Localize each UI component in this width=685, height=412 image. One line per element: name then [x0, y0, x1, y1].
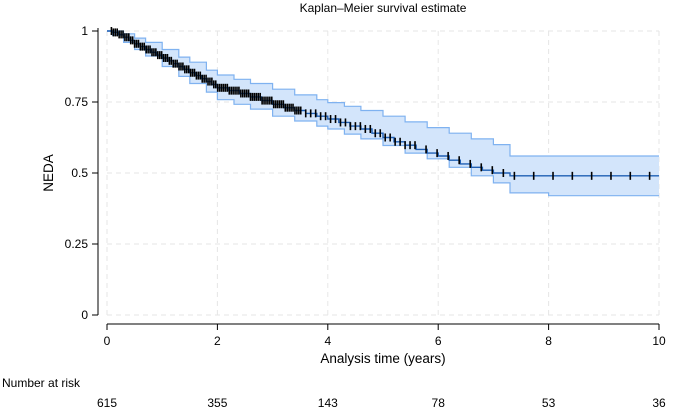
- number-at-risk-value: 36: [652, 396, 666, 410]
- x-tick-label: 10: [652, 334, 666, 348]
- x-tick-label: 8: [545, 334, 552, 348]
- y-tick-label: 0.25: [65, 237, 89, 251]
- survival-curve: [107, 30, 659, 177]
- censor-marks: [110, 27, 651, 180]
- y-tick-label: 0.5: [71, 166, 88, 180]
- number-at-risk-values: 615 355 143 78 53 36: [97, 396, 666, 410]
- number-at-risk-value: 53: [542, 396, 556, 410]
- y-ticks: 0 0.25 0.5 0.75 1: [65, 24, 98, 322]
- gridlines: [106, 30, 660, 316]
- number-at-risk-value: 615: [97, 396, 117, 410]
- ci-upper-line: [107, 30, 659, 157]
- x-tick-label: 4: [324, 334, 331, 348]
- ci-lower-line: [107, 30, 659, 197]
- y-tick-label: 0.75: [65, 95, 89, 109]
- y-axis-label: NEDA: [41, 154, 56, 192]
- x-ticks: 0 2 4 6 8 10: [104, 324, 666, 348]
- y-tick-label: 0: [81, 308, 88, 322]
- number-at-risk-value: 143: [318, 396, 338, 410]
- y-tick-label: 1: [81, 24, 88, 38]
- x-tick-label: 2: [214, 334, 221, 348]
- chart-title: Kaplan–Meier survival estimate: [300, 1, 467, 15]
- number-at-risk-value: 78: [432, 396, 446, 410]
- number-at-risk-value: 355: [207, 396, 227, 410]
- x-tick-label: 0: [104, 334, 111, 348]
- number-at-risk-label: Number at risk: [2, 376, 81, 390]
- x-axis-label: Analysis time (years): [320, 351, 445, 366]
- x-tick-label: 6: [435, 334, 442, 348]
